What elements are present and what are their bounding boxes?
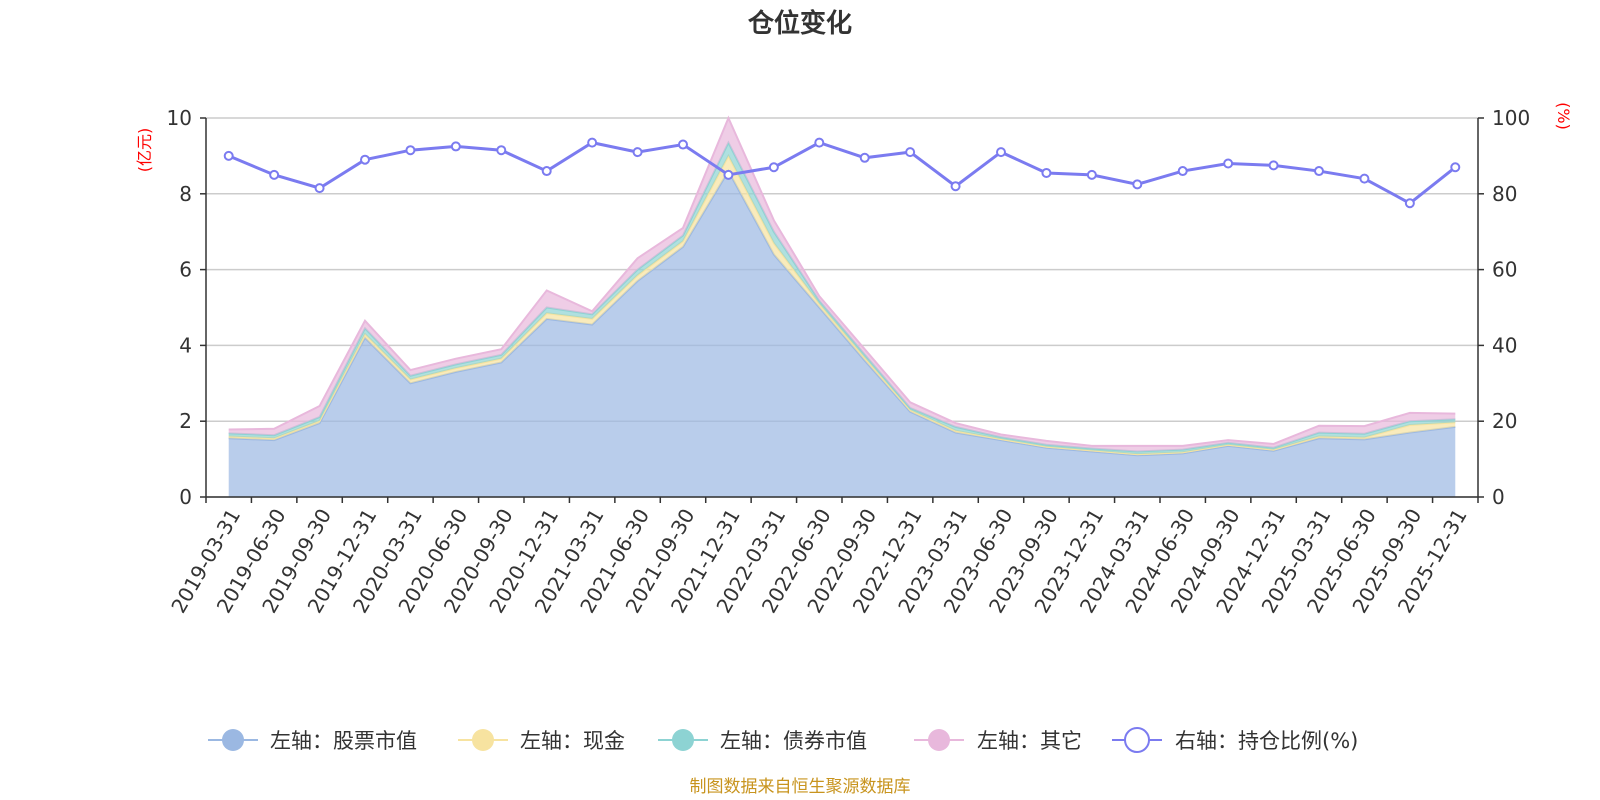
left-axis-tick-label: 0: [179, 485, 192, 509]
ratio-point: [723, 169, 734, 180]
ratio-point: [496, 145, 507, 156]
ratio-point: [360, 154, 370, 165]
ratio-point: [1041, 167, 1052, 178]
right-axis-unit: (%): [1554, 102, 1573, 130]
ratio-point: [1223, 158, 1234, 169]
right-axis-tick-label: 100: [1492, 106, 1530, 130]
ratio-point: [1086, 169, 1097, 180]
ratio-point: [1177, 166, 1188, 177]
ratio-point: [587, 137, 598, 148]
ratio-point: [1314, 166, 1324, 177]
legend-item[interactable]: 左轴：现金: [458, 729, 625, 753]
ratio-point: [768, 162, 779, 173]
ratio-point: [314, 183, 325, 194]
left-axis-unit: (亿元): [135, 128, 154, 173]
legend-marker-icon: [222, 729, 244, 751]
ratio-line-series: [223, 137, 1461, 209]
ratio-point: [1132, 179, 1143, 190]
ratio-point: [541, 166, 552, 177]
legend[interactable]: 左轴：股票市值 左轴：现金 左轴：债券市值 左轴：其它 右轴：持仓比例(%): [208, 727, 1358, 753]
ratio-line: [228, 141, 1457, 206]
left-axis-tick-label: 8: [179, 182, 192, 206]
ratio-point: [905, 147, 916, 158]
stacked-areas: [228, 115, 1456, 497]
ratio-point: [632, 147, 643, 158]
right-axis-tick-label: 60: [1492, 258, 1517, 282]
data-source-note: 制图数据来自恒生聚源数据库: [690, 777, 911, 797]
legend-item[interactable]: 左轴：其它: [914, 729, 1082, 753]
legend-label: 左轴：其它: [977, 729, 1082, 753]
left-axis-tick-label: 4: [179, 333, 192, 357]
ratio-point: [1359, 173, 1370, 184]
legend-item[interactable]: 左轴：债券市值: [658, 729, 867, 753]
ratio-point: [678, 139, 688, 150]
legend-marker-icon: [1124, 727, 1150, 753]
left-axis-tick-label: 6: [179, 258, 192, 282]
legend-label: 左轴：现金: [520, 729, 625, 753]
ratio-point: [1450, 162, 1461, 173]
right-axis-tick-label: 80: [1492, 182, 1517, 206]
right-axis-tick-label: 40: [1492, 333, 1517, 357]
area-top-line: [228, 115, 1456, 447]
ratio-point: [223, 150, 234, 161]
legend-label: 左轴：债券市值: [720, 729, 867, 753]
ratio-point: [996, 147, 1006, 158]
legend-item[interactable]: 右轴：持仓比例(%): [1112, 727, 1358, 753]
area-band: [228, 171, 1456, 497]
chart-title: 仓位变化: [747, 8, 852, 39]
ratio-point: [405, 145, 416, 156]
ratio-point: [1268, 160, 1279, 171]
left-axis-tick-label: 2: [179, 409, 192, 433]
ratio-point: [814, 137, 825, 148]
right-axis-tick-label: 20: [1492, 409, 1517, 433]
ratio-point: [1404, 198, 1415, 209]
legend-label: 右轴：持仓比例(%): [1175, 729, 1358, 753]
left-axis-tick-label: 10: [167, 106, 192, 130]
ratio-point: [450, 141, 461, 152]
legend-marker-icon: [472, 729, 494, 751]
legend-item[interactable]: 左轴：股票市值: [208, 729, 417, 753]
legend-label: 左轴：股票市值: [270, 729, 417, 753]
right-axis-tick-label: 0: [1492, 485, 1505, 509]
legend-marker-icon: [672, 729, 694, 751]
legend-marker-icon: [928, 729, 950, 751]
ratio-point: [859, 152, 870, 163]
ratio-point: [269, 169, 280, 180]
ratio-point: [950, 181, 961, 192]
